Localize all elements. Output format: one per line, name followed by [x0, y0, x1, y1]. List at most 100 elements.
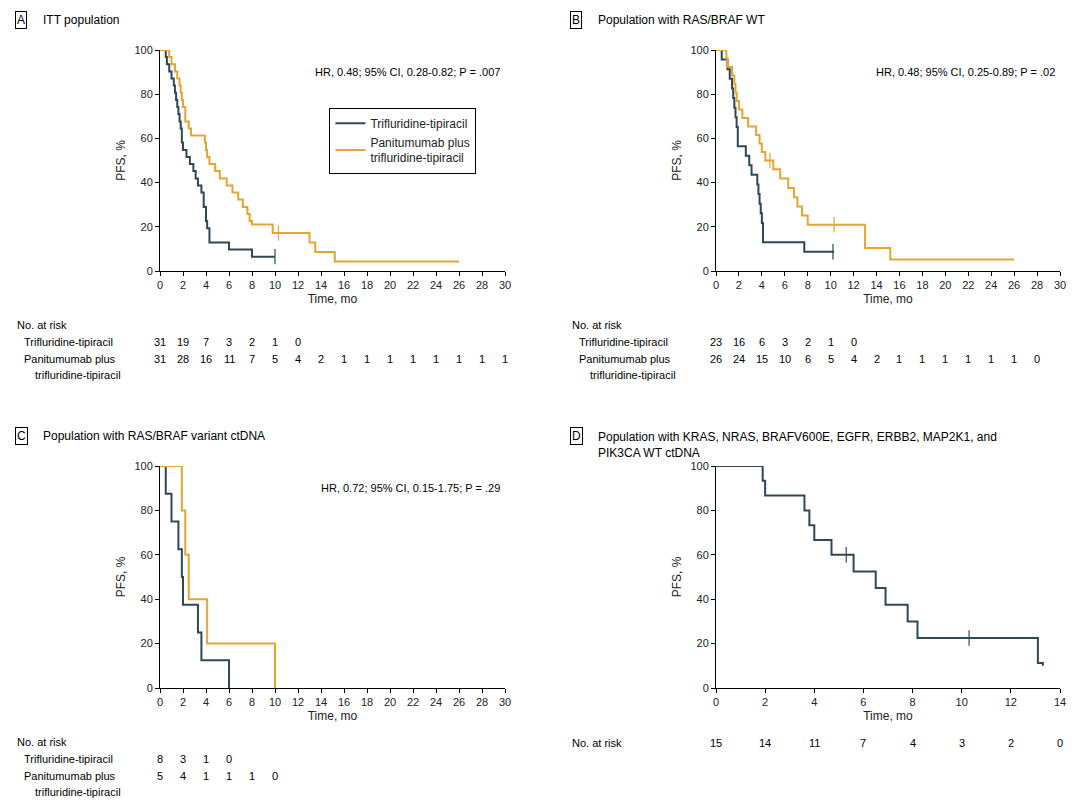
svg-text:6: 6: [226, 696, 232, 708]
svg-text:16: 16: [200, 353, 212, 365]
svg-text:No. at risk: No. at risk: [572, 737, 622, 749]
svg-text:100: 100: [134, 44, 152, 56]
svg-text:20: 20: [384, 696, 396, 708]
svg-text:80: 80: [141, 88, 153, 100]
svg-text:16: 16: [338, 696, 350, 708]
svg-text:30: 30: [499, 279, 511, 291]
svg-text:60: 60: [141, 132, 153, 144]
svg-text:40: 40: [697, 593, 709, 605]
svg-text:Time, mo: Time, mo: [308, 709, 358, 723]
svg-text:28: 28: [1031, 279, 1043, 291]
svg-text:5: 5: [272, 353, 278, 365]
svg-text:40: 40: [141, 176, 153, 188]
svg-text:28: 28: [177, 353, 189, 365]
svg-text:0: 0: [295, 336, 301, 348]
svg-text:0: 0: [226, 753, 232, 765]
svg-text:3: 3: [180, 753, 186, 765]
svg-text:1: 1: [965, 353, 971, 365]
svg-text:0: 0: [147, 682, 153, 694]
svg-text:60: 60: [697, 132, 709, 144]
svg-text:PFS, %: PFS, %: [670, 140, 684, 181]
svg-text:23: 23: [710, 336, 722, 348]
svg-text:3: 3: [226, 336, 232, 348]
svg-text:B: B: [572, 13, 580, 27]
svg-text:6: 6: [860, 696, 866, 708]
svg-text:19: 19: [177, 336, 189, 348]
svg-text:1: 1: [1011, 353, 1017, 365]
svg-text:6: 6: [226, 279, 232, 291]
svg-text:1: 1: [249, 770, 255, 782]
svg-text:0: 0: [703, 682, 709, 694]
svg-text:12: 12: [292, 696, 304, 708]
svg-text:4: 4: [759, 279, 765, 291]
svg-text:20: 20: [697, 637, 709, 649]
svg-text:14: 14: [1054, 696, 1066, 708]
svg-text:10: 10: [269, 279, 281, 291]
svg-text:0: 0: [157, 279, 163, 291]
svg-text:6: 6: [759, 336, 765, 348]
svg-text:1: 1: [433, 353, 439, 365]
svg-text:Time, mo: Time, mo: [863, 709, 913, 723]
svg-text:22: 22: [407, 696, 419, 708]
svg-text:28: 28: [476, 696, 488, 708]
svg-text:Panitumumab plustrifluridine-t: Panitumumab plustrifluridine-tipiracil: [370, 136, 469, 166]
svg-text:1: 1: [828, 336, 834, 348]
svg-text:1: 1: [226, 770, 232, 782]
svg-text:C: C: [17, 429, 26, 443]
svg-text:4: 4: [203, 279, 209, 291]
svg-text:1: 1: [456, 353, 462, 365]
svg-text:26: 26: [453, 279, 465, 291]
svg-text:16: 16: [893, 279, 905, 291]
svg-text:Panitumumab plus: Panitumumab plus: [24, 353, 116, 365]
svg-text:2: 2: [1008, 737, 1014, 749]
svg-text:40: 40: [697, 176, 709, 188]
svg-text:PFS, %: PFS, %: [114, 556, 128, 597]
svg-text:30: 30: [1054, 279, 1066, 291]
svg-text:22: 22: [407, 279, 419, 291]
svg-text:0: 0: [272, 770, 278, 782]
svg-text:Trifluridine-tipiracil: Trifluridine-tipiracil: [370, 117, 467, 131]
svg-text:16: 16: [338, 279, 350, 291]
svg-text:26: 26: [710, 353, 722, 365]
svg-text:1: 1: [364, 353, 370, 365]
svg-text:8: 8: [805, 279, 811, 291]
svg-text:2: 2: [805, 336, 811, 348]
svg-text:28: 28: [476, 279, 488, 291]
svg-text:14: 14: [315, 696, 327, 708]
svg-text:0: 0: [713, 696, 719, 708]
svg-text:10: 10: [956, 696, 968, 708]
svg-text:0: 0: [1057, 737, 1063, 749]
svg-text:7: 7: [203, 336, 209, 348]
svg-text:A: A: [17, 13, 25, 27]
svg-text:100: 100: [690, 44, 708, 56]
svg-text:4: 4: [295, 353, 301, 365]
svg-text:5: 5: [157, 770, 163, 782]
svg-text:1: 1: [203, 753, 209, 765]
svg-text:0: 0: [713, 279, 719, 291]
svg-text:1: 1: [502, 353, 508, 365]
svg-text:1: 1: [410, 353, 416, 365]
svg-text:24: 24: [733, 353, 745, 365]
svg-text:100: 100: [134, 460, 152, 472]
svg-text:Time, mo: Time, mo: [863, 292, 913, 306]
svg-text:Panitumumab plus: Panitumumab plus: [579, 353, 671, 365]
svg-text:HR, 0.48; 95% CI, 0.25-0.89; P: HR, 0.48; 95% CI, 0.25-0.89; P = .02: [876, 66, 1055, 78]
svg-text:Panitumumab plus: Panitumumab plus: [24, 770, 116, 782]
svg-text:7: 7: [860, 737, 866, 749]
svg-text:1: 1: [919, 353, 925, 365]
svg-text:PFS, %: PFS, %: [114, 140, 128, 181]
svg-text:1: 1: [479, 353, 485, 365]
svg-text:100: 100: [690, 460, 708, 472]
svg-text:8: 8: [249, 696, 255, 708]
svg-text:14: 14: [315, 279, 327, 291]
svg-text:4: 4: [203, 696, 209, 708]
svg-text:PFS, %: PFS, %: [670, 556, 684, 597]
svg-text:0: 0: [1034, 353, 1040, 365]
svg-text:1: 1: [896, 353, 902, 365]
svg-text:Time, mo: Time, mo: [308, 292, 358, 306]
svg-text:20: 20: [141, 221, 153, 233]
svg-text:24: 24: [430, 279, 442, 291]
svg-text:HR, 0.48; 95% CI, 0.28-0.82; P: HR, 0.48; 95% CI, 0.28-0.82; P = .007: [315, 66, 500, 78]
svg-text:60: 60: [141, 549, 153, 561]
svg-text:20: 20: [141, 637, 153, 649]
